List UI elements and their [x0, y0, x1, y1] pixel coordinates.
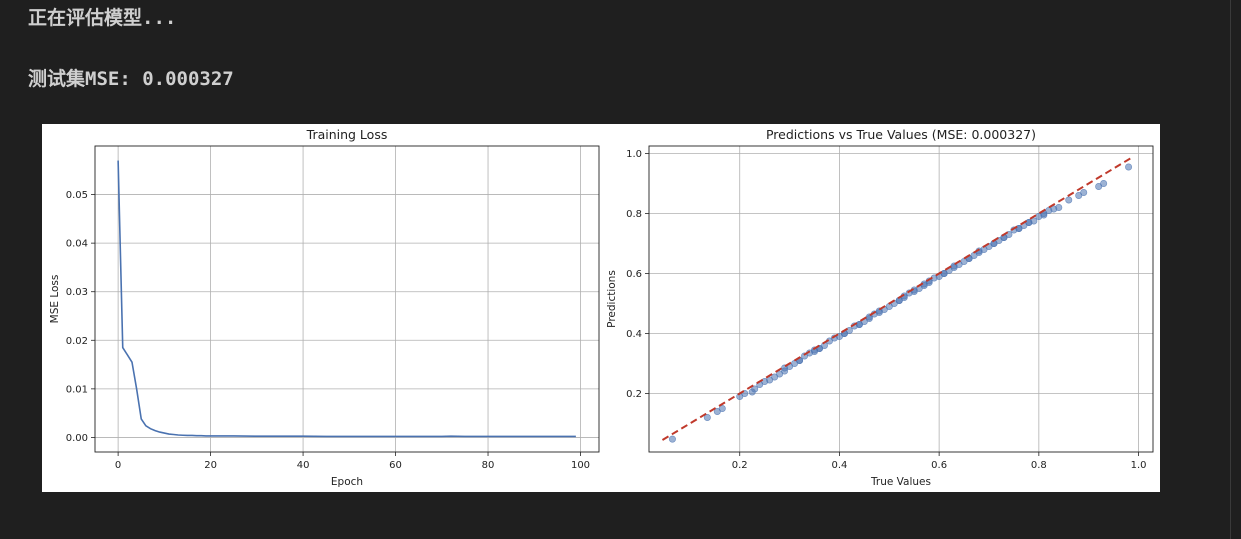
y-tick-label: 0.8 — [626, 209, 642, 220]
x-tick-label: 1.0 — [1131, 460, 1147, 471]
scrollbar[interactable] — [1230, 0, 1241, 539]
x-tick-label: 0.8 — [1031, 460, 1047, 471]
scatter-point — [703, 413, 711, 421]
x-tick-label: 20 — [204, 460, 217, 471]
scatter-point — [940, 270, 948, 278]
scatter-point — [781, 367, 789, 375]
x-tick-label: 100 — [571, 460, 590, 471]
chart-training-loss: 0 20 40 60 80 100 0.00 0.01 0.02 0.03 0.04 0.05 Trai… — [49, 127, 600, 488]
scatter-point — [1080, 189, 1088, 197]
y-tick-label: 0.2 — [626, 389, 642, 400]
x-tick-label: 0.2 — [732, 460, 748, 471]
x-tick-label: 40 — [297, 460, 310, 471]
y-tick-label: 0.03 — [66, 287, 88, 298]
loss-series-line — [117, 160, 576, 438]
y-tick-label: 0.04 — [66, 239, 88, 250]
chart-title: Predictions vs True Values (MSE: 0.00032… — [766, 127, 1036, 142]
scatter-point — [1100, 179, 1108, 187]
x-axis-label: True Values — [870, 476, 931, 488]
ideal-fit-line — [661, 157, 1132, 441]
x-tick-label: 0.4 — [831, 460, 847, 471]
scatter-point — [751, 385, 759, 393]
scatter-point — [1025, 219, 1033, 227]
y-tick-label: 1.0 — [626, 149, 642, 160]
scatter-point — [718, 404, 726, 412]
status-message: 正在评估模型... — [28, 7, 177, 29]
x-axis-label: Epoch — [331, 476, 363, 488]
scatter-point — [1055, 204, 1063, 212]
chart-title: Training Loss — [306, 127, 388, 142]
scatter-point — [855, 321, 863, 329]
y-axis-label: Predictions — [606, 270, 618, 328]
x-tick-label: 60 — [389, 460, 402, 471]
y-tick-label: 0.01 — [66, 384, 88, 395]
scatter-point — [668, 435, 676, 443]
plot-frame — [94, 145, 600, 453]
output-figure: 0 20 40 60 80 100 0.00 0.01 0.02 0.03 0.04 0.05 Trai… — [42, 124, 1160, 492]
y-tick-label: 0.05 — [66, 190, 88, 201]
test-mse-message: 测试集MSE: 0.000327 — [28, 68, 234, 90]
y-axis-label: MSE Loss — [49, 275, 61, 324]
x-tick-label: 0 — [115, 460, 121, 471]
y-tick-label: 0.6 — [626, 269, 642, 280]
scatter-point — [1065, 196, 1073, 204]
y-tick-label: 0.4 — [626, 329, 642, 340]
plot-frame — [648, 145, 1154, 453]
figure-canvas: 0 20 40 60 80 100 0.00 0.01 0.02 0.03 0.04 0.05 Trai… — [49, 127, 1154, 488]
scatter-point — [1125, 163, 1133, 171]
x-tick-label: 0.6 — [931, 460, 947, 471]
x-tick-label: 80 — [482, 460, 495, 471]
y-tick-label: 0.00 — [66, 433, 88, 444]
y-tick-label: 0.02 — [66, 336, 88, 347]
scatter-point — [950, 264, 958, 272]
chart-predictions-vs-true: 0.2 0.4 0.6 0.8 1.0 0.2 0.4 0.6 0.8 1.0 Prediction… — [606, 127, 1154, 488]
